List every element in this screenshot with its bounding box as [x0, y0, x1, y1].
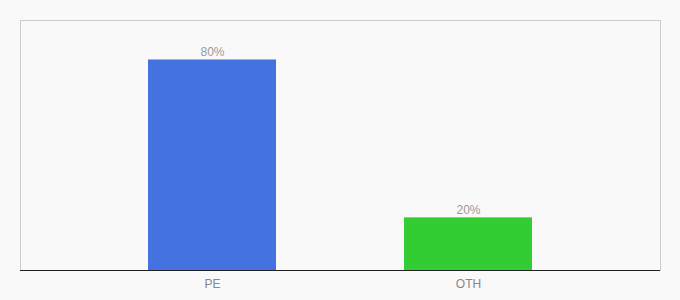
svg-text:PE: PE: [204, 277, 220, 291]
svg-text:20%: 20%: [456, 203, 480, 217]
svg-text:80%: 80%: [200, 45, 224, 59]
svg-text:OTH: OTH: [456, 277, 481, 291]
